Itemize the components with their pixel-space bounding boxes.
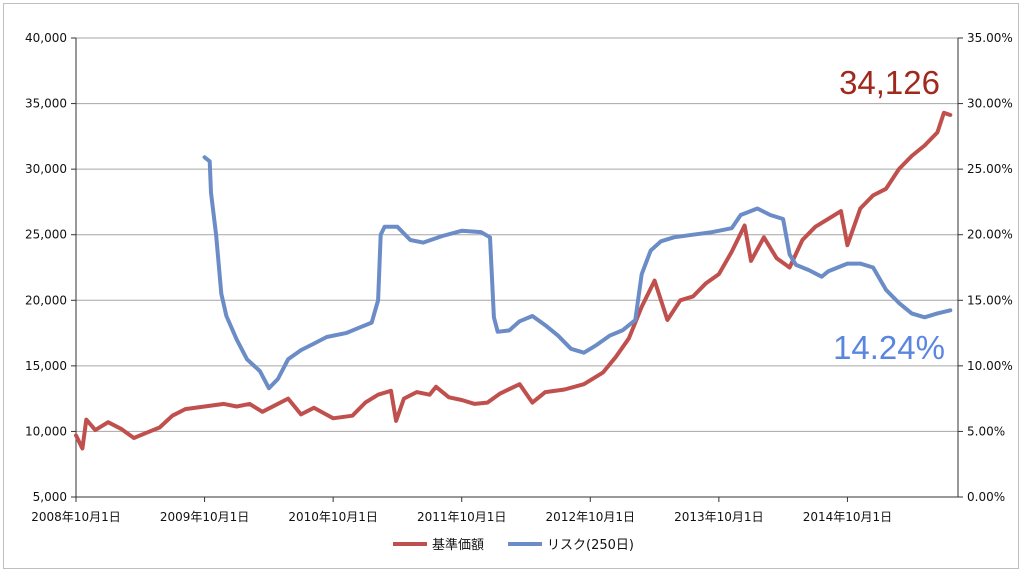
left-tick-label: 35,000 — [25, 97, 67, 111]
right-tick-label: 0.00% — [967, 490, 1005, 504]
left-tick-label: 10,000 — [25, 424, 67, 438]
x-tick-label: 2009年10月1日 — [160, 510, 249, 524]
left-tick-label: 30,000 — [25, 162, 67, 176]
left-tick-label: 5,000 — [33, 490, 67, 504]
series-layer — [74, 110, 953, 451]
callouts: 34,126 14.24% — [833, 64, 945, 366]
gridlines — [76, 37, 958, 432]
right-tick-label: 30.00% — [967, 97, 1013, 111]
x-tick-label: 2014年10月1日 — [803, 510, 892, 524]
x-tick-label: 2012年10月1日 — [546, 510, 635, 524]
x-tick-label: 2010年10月1日 — [288, 510, 377, 524]
right-tick-label: 15.00% — [967, 293, 1013, 307]
right-tick-label: 35.00% — [967, 31, 1013, 45]
right-tick-label: 20.00% — [967, 228, 1013, 242]
right-tick-label: 10.00% — [967, 359, 1013, 373]
axes — [75, 38, 959, 498]
risk-callout: 14.24% — [833, 329, 945, 366]
legend: 基準価額 リスク(250日) — [393, 537, 634, 553]
price-callout: 34,126 — [839, 64, 940, 101]
left-tick-label: 25,000 — [25, 228, 67, 242]
x-tick-label: 2013年10月1日 — [674, 510, 763, 524]
right-tick-label: 5.00% — [967, 424, 1005, 438]
legend-label-risk: リスク(250日) — [547, 538, 634, 553]
legend-label-price: 基準価額 — [432, 537, 484, 553]
price-series-line — [74, 110, 953, 451]
chart-frame — [3, 3, 1019, 569]
left-tick-label: 15,000 — [25, 359, 67, 373]
right-axis-ticks: 0.00% 5.00% 10.00% 15.00% 20.00% 25.00% 30.00%… — [958, 31, 1013, 504]
x-axis-ticks: 2008年10月1日 2009年10月1日 2010年10月1日 2011年10月1日… — [31, 497, 892, 524]
x-tick-label: 2011年10月1日 — [417, 510, 506, 524]
left-axis-ticks: 5,000 10,000 15,000 20,000 25,000 30,000 35,00… — [25, 31, 76, 504]
left-tick-label: 20,000 — [25, 293, 67, 307]
risk-series-line — [202, 155, 953, 391]
right-tick-label: 25.00% — [967, 162, 1013, 176]
x-tick-label: 2008年10月1日 — [31, 510, 120, 524]
left-tick-label: 40,000 — [25, 31, 67, 45]
